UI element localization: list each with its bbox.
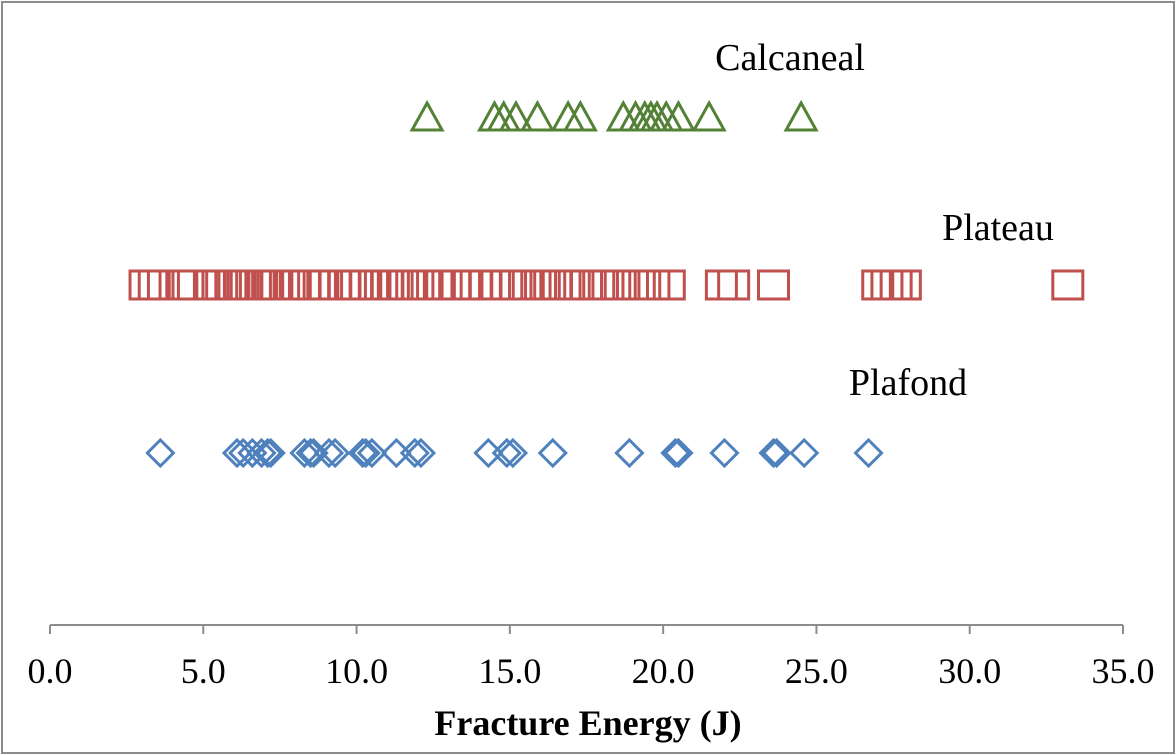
plafond-data-point	[537, 437, 568, 469]
series-label-calcaneal: Calcaneal	[715, 37, 865, 79]
x-tick-label: 20.0	[632, 651, 695, 691]
plafond-data-point	[853, 437, 884, 469]
series-plafond	[145, 437, 884, 469]
calcaneal-data-point	[519, 99, 555, 132]
calcaneal-data-point	[660, 99, 697, 132]
series-label-plafond: Plafond	[849, 362, 967, 404]
plafond-data-point	[497, 437, 529, 469]
plateau-data-point	[1051, 269, 1085, 301]
x-axis-ticks: 0.0 5.0 10.0 15.0 20.0 25.0 30.0 35.0	[28, 625, 1155, 691]
plafond-data-point	[145, 437, 176, 469]
x-tick-label: 30.0	[938, 651, 1001, 691]
x-tick-label: 5.0	[181, 651, 226, 691]
plafond-data-point	[289, 437, 320, 469]
calcaneal-data-point	[409, 99, 445, 132]
plateau-data-point	[171, 269, 205, 301]
calcaneal-data-point	[498, 99, 534, 132]
plafond-data-point	[255, 437, 286, 469]
x-tick-label: 0.0	[28, 651, 73, 691]
series-plateau	[128, 269, 1085, 301]
x-tick-label: 15.0	[478, 651, 541, 691]
plafond-data-point	[356, 437, 388, 469]
plateau-data-point	[888, 269, 922, 301]
plateau-data-point	[717, 269, 751, 301]
plafond-data-point	[347, 437, 378, 469]
series-calcaneal	[409, 99, 819, 132]
plafond-data-point	[758, 437, 789, 469]
plafond-data-point	[614, 437, 645, 469]
plateau-data-point	[146, 269, 180, 301]
x-axis-title: Fracture Energy (J)	[434, 703, 741, 743]
plafond-data-point	[252, 437, 283, 469]
plafond-data-point	[491, 437, 522, 469]
plafond-data-point	[405, 437, 437, 469]
plafond-data-point	[660, 437, 691, 469]
x-tick-label: 10.0	[325, 651, 388, 691]
x-tick-label: 25.0	[785, 651, 848, 691]
plafond-data-point	[313, 437, 345, 469]
calcaneal-data-point	[562, 99, 598, 132]
plafond-data-point	[350, 437, 381, 469]
plafond-data-point	[319, 437, 351, 469]
plateau-data-point	[652, 269, 686, 301]
plafond-data-point	[246, 437, 277, 469]
plafond-data-point	[663, 437, 694, 469]
plafond-data-point	[709, 437, 740, 469]
plafond-data-point	[399, 437, 430, 469]
plafond-data-point	[789, 437, 820, 469]
series-label-plateau: Plateau	[942, 207, 1054, 249]
x-tick-label: 35.0	[1092, 651, 1155, 691]
calcaneal-data-point	[691, 99, 727, 132]
plateau-data-point	[757, 269, 791, 301]
plafond-data-point	[761, 437, 792, 469]
marks-layer	[128, 99, 1085, 469]
calcaneal-data-point	[783, 99, 819, 132]
